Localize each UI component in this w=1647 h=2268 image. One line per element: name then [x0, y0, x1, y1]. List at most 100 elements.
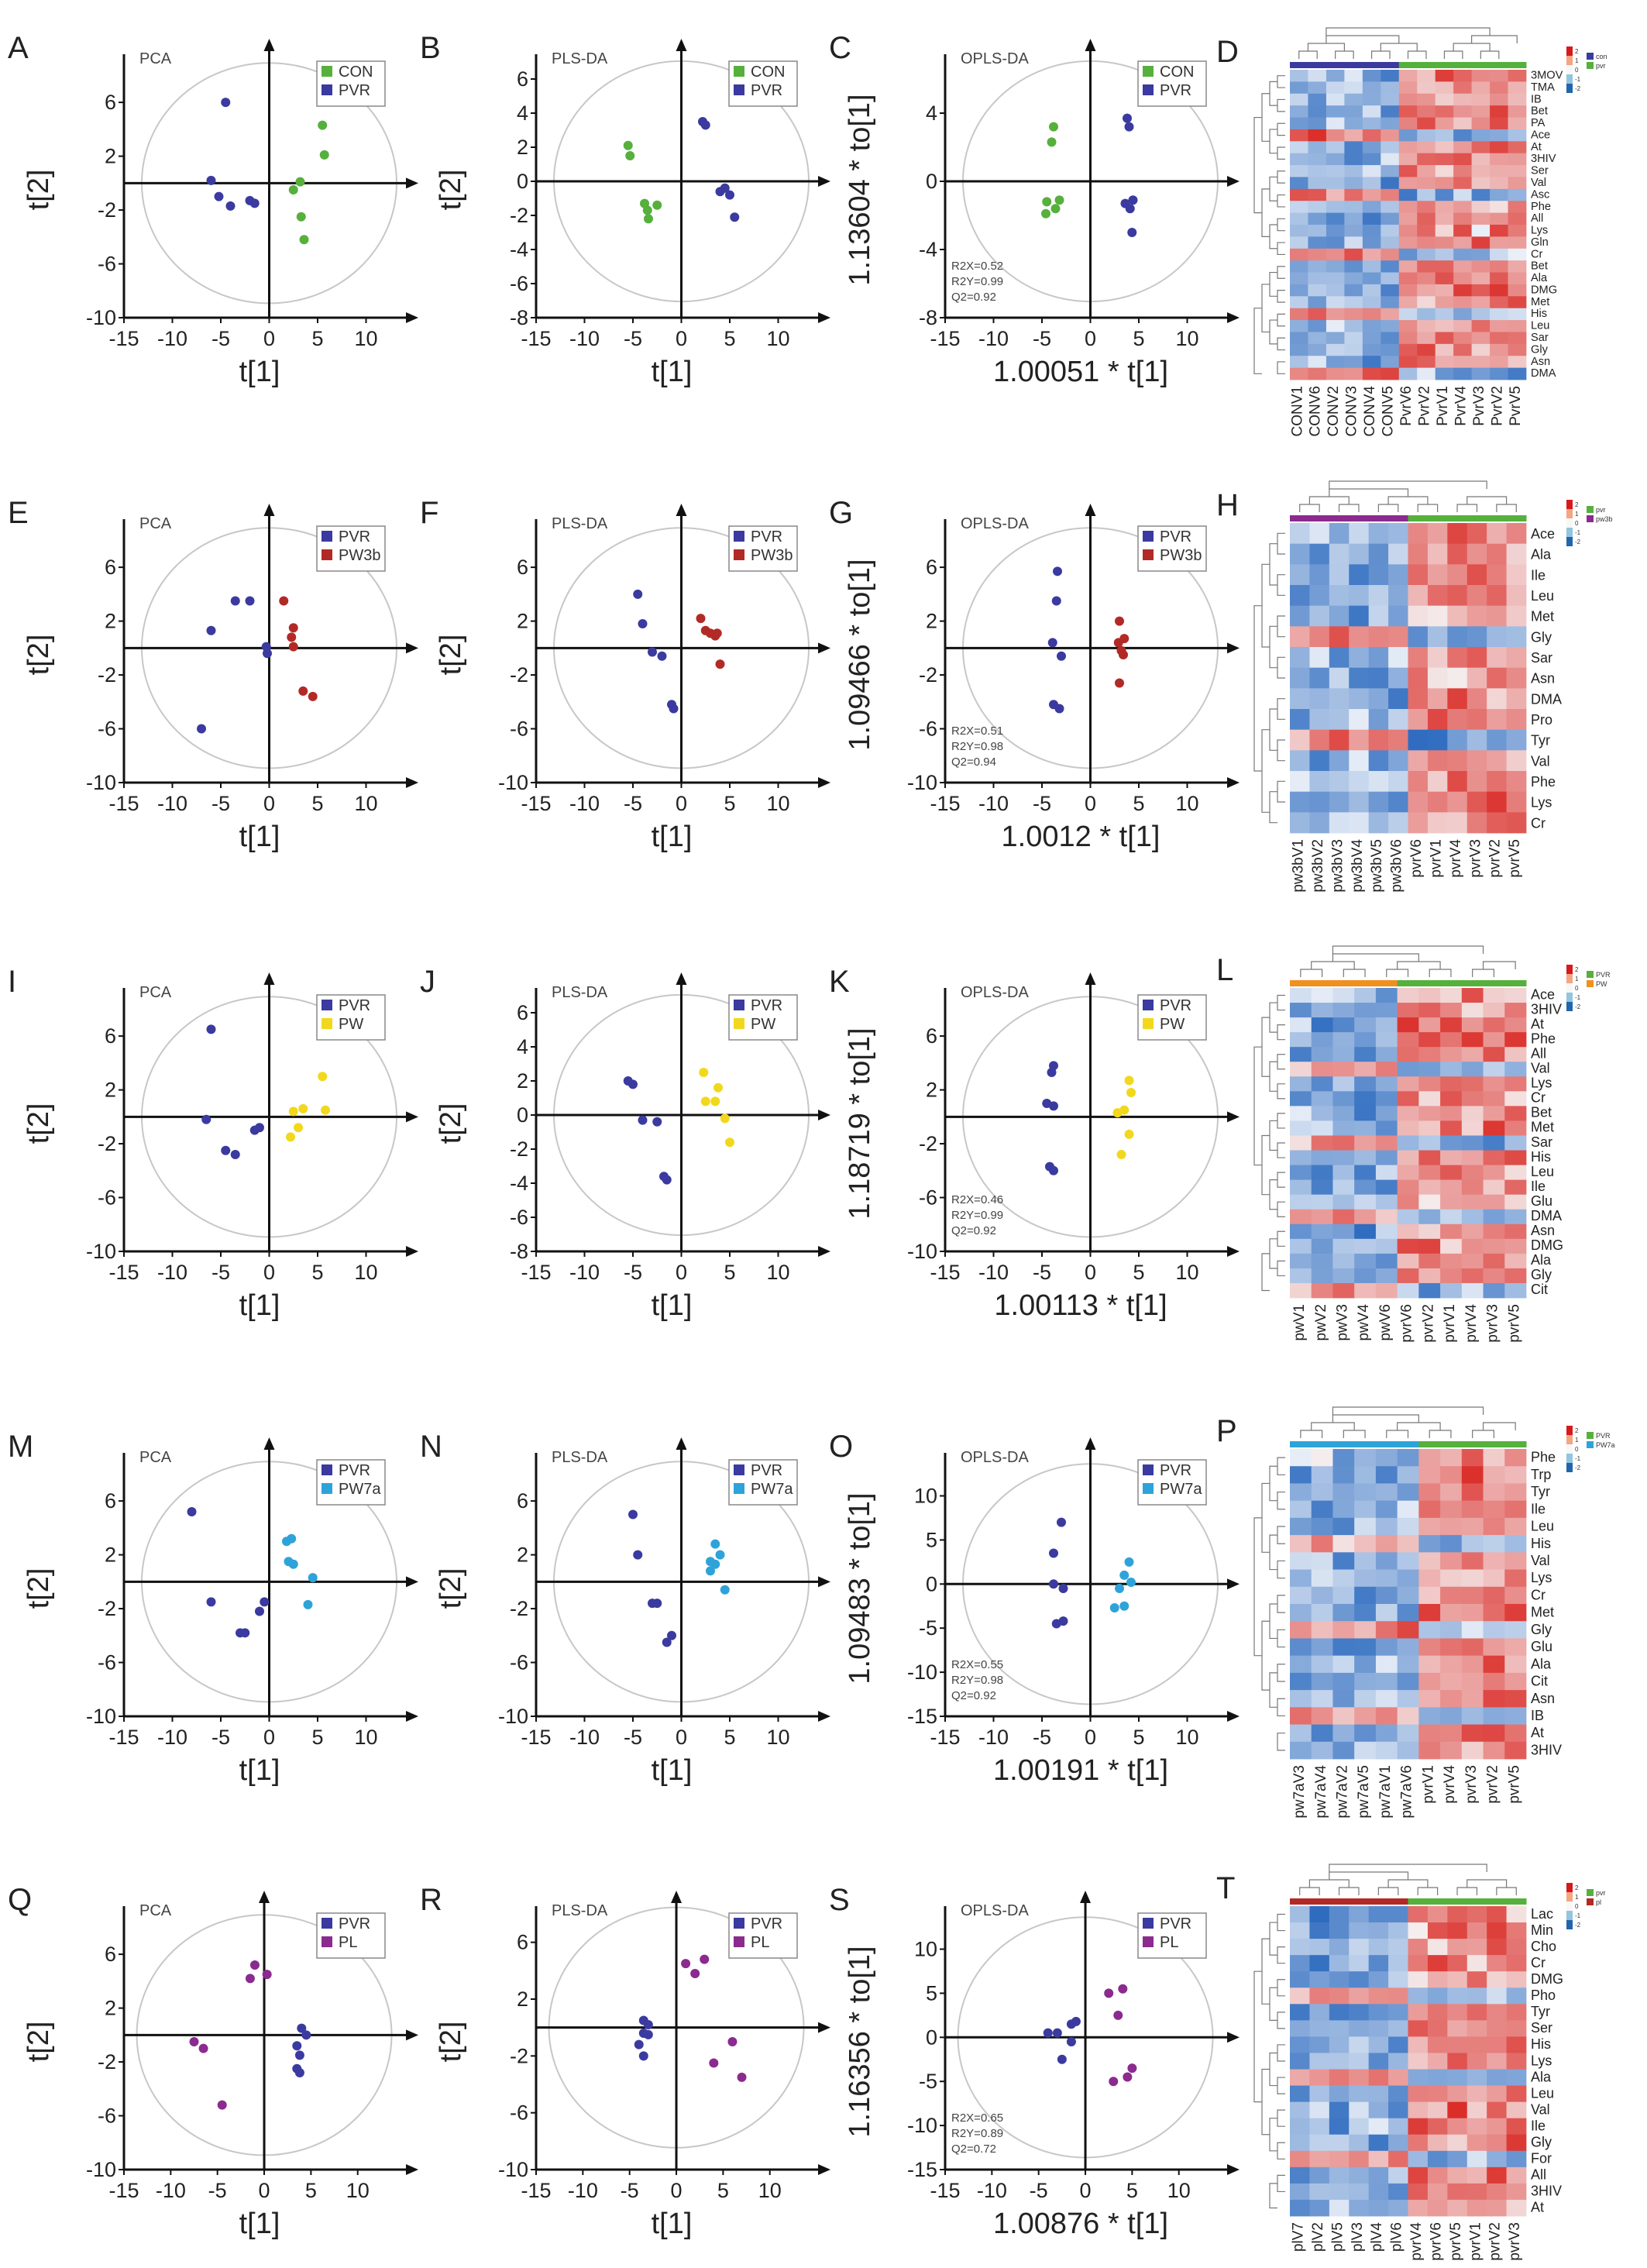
heatmap-cell: [1408, 812, 1429, 834]
group-bar-cell: [1290, 1898, 1310, 1905]
heatmap-cell: [1349, 2118, 1370, 2135]
heatmap-cell: [1398, 188, 1418, 201]
y-tick-label: -6: [510, 1206, 528, 1229]
heatmap-cell: [1504, 1552, 1527, 1570]
data-point: [236, 1628, 245, 1638]
heatmap-cell: [1506, 729, 1527, 751]
heatmap-cell: [1490, 248, 1508, 261]
row-label: TMA: [1531, 81, 1555, 94]
y-tick-label: -2: [98, 198, 116, 222]
heatmap-cell: [1344, 320, 1363, 332]
panel-l: LAce3HIVAtPheAllValLysCrBetMetSarHisLeuI…: [1216, 945, 1611, 1343]
column-dendrogram: [1299, 1864, 1517, 1895]
heatmap-cell: [1309, 605, 1330, 627]
x-axis-arrow: [1227, 1111, 1240, 1123]
scale-swatch: [1566, 1463, 1573, 1472]
heatmap-cell: [1483, 1655, 1505, 1674]
group-bar-cell: [1309, 515, 1330, 521]
heatmap-cell: [1290, 988, 1312, 1003]
heatmap-cell: [1504, 1449, 1527, 1467]
heatmap-cell: [1435, 212, 1454, 225]
data-point: [308, 1573, 318, 1583]
heatmap-cell: [1329, 1922, 1350, 1939]
heatmap-cell: [1354, 1238, 1377, 1254]
scale-swatch: [1566, 1920, 1573, 1929]
heatmap-cell: [1418, 1209, 1441, 1225]
heatmap-cell: [1326, 153, 1345, 166]
heatmap-cell: [1440, 1672, 1463, 1691]
heatmap-cell: [1290, 1091, 1312, 1106]
heatmap-cell: [1290, 791, 1310, 813]
x-frame-arrow: [1227, 777, 1240, 788]
heatmap-cell: [1354, 1449, 1377, 1467]
column-label: PvrV1: [1435, 386, 1451, 426]
heatmap-cell: [1290, 2053, 1310, 2070]
heatmap-cell: [1311, 1552, 1333, 1570]
y-tick-label: -10: [86, 1705, 116, 1728]
heatmap-cell: [1290, 626, 1310, 648]
data-point: [669, 704, 679, 714]
heatmap-cell: [1483, 988, 1505, 1003]
data-point: [712, 628, 722, 638]
heatmap-cell: [1290, 2118, 1310, 2135]
heatmap-cell: [1508, 260, 1527, 273]
x-tick-label: 5: [1133, 1726, 1144, 1749]
heatmap-cell: [1344, 343, 1363, 356]
scale-label: 2: [1575, 501, 1579, 508]
heatmap-cell: [1418, 1194, 1441, 1210]
heatmap-cell: [1308, 141, 1327, 154]
heatmap-cell: [1362, 332, 1381, 345]
heatmap-cell: [1326, 225, 1345, 237]
heatmap-cell: [1408, 771, 1429, 793]
heatmap-cell: [1375, 1017, 1398, 1033]
data-point: [642, 205, 652, 215]
legend-label: PW: [1160, 1016, 1185, 1033]
column-label: pw7aV4: [1313, 1765, 1329, 1819]
heatmap-cell: [1408, 543, 1429, 565]
method-label: PLS-DA: [552, 515, 608, 532]
heatmap-cell: [1397, 1724, 1419, 1743]
heatmap-cell: [1375, 1655, 1398, 1674]
heatmap-cell: [1427, 812, 1448, 834]
heatmap-cell: [1344, 129, 1363, 142]
heatmap-cell: [1427, 688, 1448, 710]
heatmap-cell: [1471, 188, 1491, 201]
row-label: Phe: [1531, 1031, 1556, 1046]
panel-d: D3MOVTMAIBBetPAAceAt3HIVSerValAscPheAllL…: [1216, 27, 1607, 436]
heatmap-cell: [1506, 2183, 1527, 2201]
heatmap-cell: [1440, 1165, 1463, 1181]
legend-label: PVR: [1160, 1915, 1191, 1932]
data-point: [633, 589, 643, 599]
heatmap-cell: [1506, 626, 1527, 648]
panel-t: TLacMinChoCrDMGPhoTyrSerHisLysAlaLeuValI…: [1216, 1864, 1606, 2261]
data-point: [700, 120, 710, 130]
heatmap-cell: [1418, 1238, 1441, 1254]
y-tick-label: 5: [926, 1528, 937, 1551]
heatmap-cell: [1290, 2069, 1310, 2086]
heatmap-cell: [1487, 1971, 1507, 1988]
heatmap-cell: [1490, 343, 1508, 356]
y-axis-label: t[2]: [435, 1103, 467, 1144]
heatmap-cell: [1290, 81, 1308, 95]
heatmap-cell: [1329, 2118, 1350, 2135]
panel-o: O-15 -10 -5 0 5 10-15-10-50510OPLS-DA1.00191 …: [829, 1430, 1240, 1787]
row-label: Ile: [1531, 1179, 1546, 1194]
row-label: Tyr: [1531, 2004, 1550, 2019]
data-point: [652, 1117, 662, 1127]
heatmap-cell: [1461, 1655, 1484, 1674]
heatmap-cell: [1435, 188, 1454, 201]
heatmap-cell: [1397, 1135, 1419, 1151]
heatmap-cell: [1504, 1017, 1527, 1033]
heatmap-cell: [1311, 1179, 1333, 1196]
data-point: [1112, 1108, 1123, 1118]
legend-label: PL: [1160, 1934, 1178, 1951]
y-axis-label: t[2]: [22, 2022, 55, 2063]
heatmap-cell: [1344, 308, 1363, 321]
row-label: Ala: [1531, 1656, 1552, 1671]
group-bar-cell: [1398, 62, 1418, 68]
method-label: PCA: [139, 515, 172, 532]
heatmap-cell: [1290, 585, 1310, 607]
heatmap-cell: [1381, 70, 1400, 82]
heatmap-cell: [1417, 260, 1436, 273]
heatmap-cell: [1332, 1209, 1355, 1225]
